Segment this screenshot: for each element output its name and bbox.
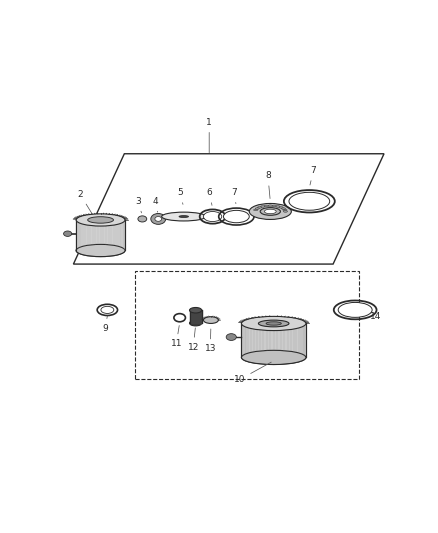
Text: 3: 3 bbox=[135, 197, 141, 213]
Ellipse shape bbox=[76, 245, 125, 256]
Ellipse shape bbox=[255, 208, 259, 209]
Ellipse shape bbox=[266, 322, 281, 325]
Text: 12: 12 bbox=[187, 328, 199, 352]
Bar bbox=[134, 271, 359, 379]
Ellipse shape bbox=[179, 216, 188, 217]
Text: 9: 9 bbox=[102, 316, 108, 333]
Ellipse shape bbox=[272, 205, 276, 207]
Text: 1: 1 bbox=[206, 118, 212, 152]
Text: 7: 7 bbox=[231, 188, 237, 204]
Ellipse shape bbox=[64, 231, 72, 237]
Text: 14: 14 bbox=[370, 312, 381, 321]
Ellipse shape bbox=[101, 306, 114, 313]
Ellipse shape bbox=[190, 308, 202, 313]
Ellipse shape bbox=[241, 317, 306, 330]
Ellipse shape bbox=[241, 350, 306, 365]
Ellipse shape bbox=[190, 320, 202, 326]
Ellipse shape bbox=[226, 334, 237, 341]
Ellipse shape bbox=[289, 192, 330, 210]
Ellipse shape bbox=[283, 211, 288, 212]
Ellipse shape bbox=[223, 211, 249, 223]
Ellipse shape bbox=[258, 320, 289, 327]
Ellipse shape bbox=[279, 207, 283, 208]
Text: 10: 10 bbox=[234, 362, 271, 384]
Ellipse shape bbox=[338, 302, 372, 317]
Ellipse shape bbox=[264, 205, 268, 207]
Ellipse shape bbox=[261, 206, 265, 207]
Text: 7: 7 bbox=[310, 166, 316, 185]
Ellipse shape bbox=[155, 216, 162, 221]
Ellipse shape bbox=[281, 208, 286, 209]
Text: 13: 13 bbox=[205, 329, 216, 353]
Ellipse shape bbox=[162, 212, 206, 221]
Text: 2: 2 bbox=[78, 190, 92, 214]
Ellipse shape bbox=[260, 208, 280, 215]
Ellipse shape bbox=[265, 209, 276, 214]
Ellipse shape bbox=[203, 212, 222, 222]
Ellipse shape bbox=[151, 214, 166, 224]
Ellipse shape bbox=[241, 350, 306, 365]
Ellipse shape bbox=[283, 209, 287, 211]
Ellipse shape bbox=[258, 207, 261, 208]
Text: 11: 11 bbox=[170, 326, 182, 349]
Ellipse shape bbox=[88, 217, 113, 223]
Ellipse shape bbox=[203, 317, 219, 324]
Ellipse shape bbox=[254, 209, 258, 211]
Text: 6: 6 bbox=[206, 188, 212, 205]
Ellipse shape bbox=[249, 204, 291, 220]
Text: 4: 4 bbox=[152, 197, 158, 212]
Text: 8: 8 bbox=[265, 171, 271, 198]
Ellipse shape bbox=[138, 216, 147, 222]
Text: 5: 5 bbox=[177, 188, 183, 204]
Ellipse shape bbox=[276, 206, 280, 207]
Ellipse shape bbox=[76, 245, 125, 256]
Ellipse shape bbox=[268, 205, 272, 206]
Ellipse shape bbox=[76, 214, 125, 226]
